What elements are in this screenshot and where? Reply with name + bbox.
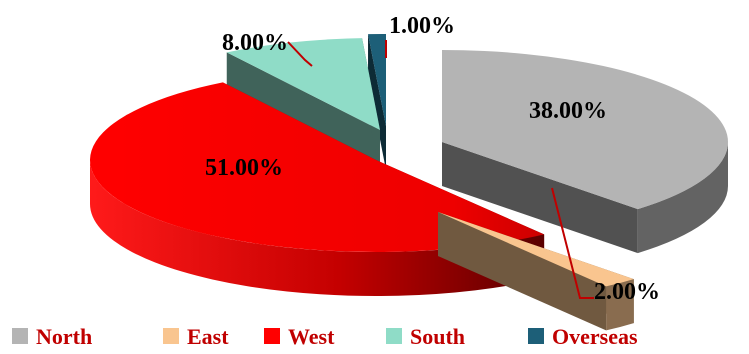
data-label-overseas: 1.00%: [389, 13, 455, 39]
legend-swatch-overseas: [528, 328, 544, 344]
legend-item-east: East: [163, 324, 229, 349]
legend-swatch-south: [386, 328, 402, 344]
legend-label-west: West: [288, 324, 335, 349]
slice-overseas: [368, 34, 386, 170]
leader-line-east: [551, 187, 594, 299]
legend-item-overseas: Overseas: [528, 324, 638, 349]
leader-lines: [287, 40, 594, 299]
legend-item-west: West: [264, 324, 335, 349]
data-labels: 38.00% 2.00% 51.00% 8.00% 1.00%: [205, 13, 660, 305]
slice-east: [438, 212, 634, 331]
legend-swatch-north: [12, 328, 28, 344]
legend-label-south: South: [410, 324, 465, 349]
data-label-west: 51.00%: [205, 155, 283, 181]
pie-slices: [89, 34, 728, 331]
leader-line-south: [287, 41, 313, 67]
data-label-east: 2.00%: [594, 279, 660, 305]
legend-item-south: South: [386, 324, 465, 349]
legend-label-north: North: [36, 324, 92, 349]
data-label-north: 38.00%: [529, 98, 607, 124]
legend-swatch-west: [264, 328, 280, 344]
slice-west: [89, 82, 545, 297]
legend: North East West South Overseas: [12, 324, 638, 349]
legend-label-east: East: [187, 324, 229, 349]
slice-north: [442, 50, 728, 254]
legend-item-north: North: [12, 324, 92, 349]
legend-swatch-east: [163, 328, 179, 344]
legend-label-overseas: Overseas: [552, 324, 638, 349]
data-label-south: 8.00%: [222, 30, 288, 56]
